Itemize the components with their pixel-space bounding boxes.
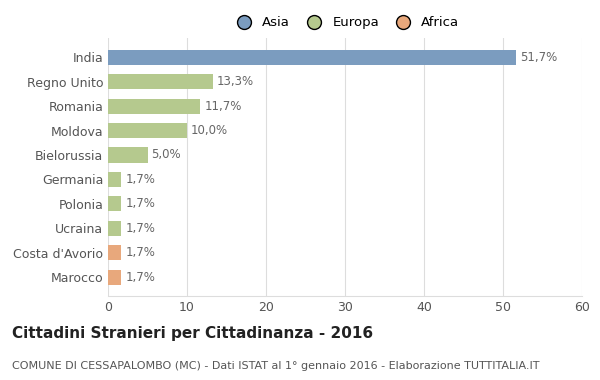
Text: Cittadini Stranieri per Cittadinanza - 2016: Cittadini Stranieri per Cittadinanza - 2…: [12, 326, 373, 341]
Bar: [108, 221, 121, 236]
Text: COMUNE DI CESSAPALOMBO (MC) - Dati ISTAT al 1° gennaio 2016 - Elaborazione TUTTI: COMUNE DI CESSAPALOMBO (MC) - Dati ISTAT…: [12, 361, 539, 370]
Bar: [108, 269, 121, 285]
Text: 13,3%: 13,3%: [217, 75, 254, 88]
Text: 11,7%: 11,7%: [205, 100, 242, 112]
Bar: [108, 98, 200, 114]
Text: 10,0%: 10,0%: [191, 124, 228, 137]
Text: 1,7%: 1,7%: [125, 173, 155, 186]
Legend: Asia, Europa, Africa: Asia, Europa, Africa: [225, 11, 465, 35]
Text: 51,7%: 51,7%: [520, 51, 557, 64]
Bar: [108, 196, 121, 211]
Text: 5,0%: 5,0%: [151, 149, 181, 162]
Bar: [108, 245, 121, 260]
Text: 1,7%: 1,7%: [125, 246, 155, 259]
Bar: [108, 50, 517, 65]
Bar: [108, 123, 187, 138]
Bar: [108, 172, 121, 187]
Bar: [108, 74, 213, 89]
Text: 1,7%: 1,7%: [125, 222, 155, 235]
Text: 1,7%: 1,7%: [125, 271, 155, 283]
Bar: [108, 147, 148, 163]
Text: 1,7%: 1,7%: [125, 197, 155, 210]
